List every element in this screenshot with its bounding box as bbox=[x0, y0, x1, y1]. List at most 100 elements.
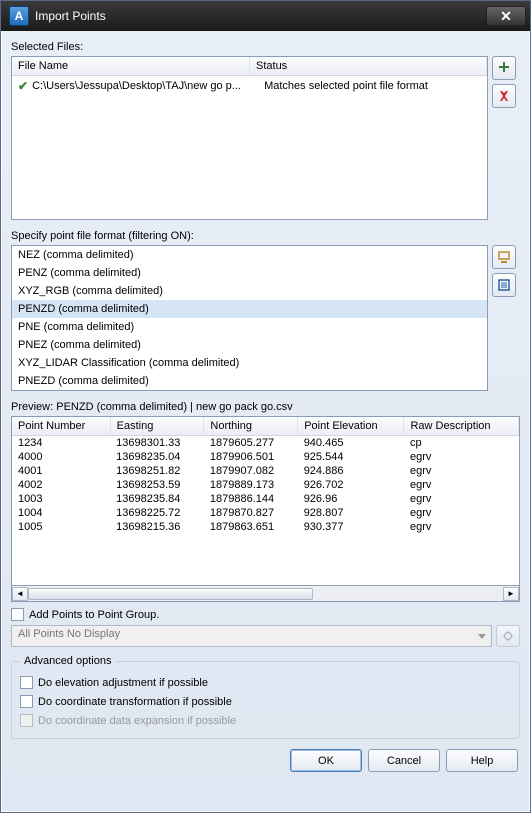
table-cell: 4001 bbox=[12, 464, 110, 478]
format-panel: NEZ (comma delimited)PENZ (comma delimit… bbox=[11, 245, 520, 391]
coord-trans-checkbox[interactable] bbox=[20, 695, 33, 708]
format-item[interactable]: XYZ_LIDAR Classification (comma delimite… bbox=[12, 354, 487, 372]
table-row[interactable]: 400013698235.041879906.501925.544egrv bbox=[12, 450, 519, 464]
close-icon: ✕ bbox=[500, 8, 512, 25]
table-cell: 1879870.827 bbox=[204, 506, 298, 520]
table-cell: 940.465 bbox=[298, 436, 404, 451]
remove-file-button[interactable] bbox=[492, 84, 516, 108]
manage-format-button[interactable] bbox=[492, 245, 516, 269]
preview-col-header[interactable]: Point Number bbox=[12, 417, 110, 436]
coord-exp-row: Do coordinate data expansion if possible bbox=[20, 711, 511, 730]
preview-table-header: Point NumberEastingNorthingPoint Elevati… bbox=[12, 417, 519, 436]
table-row[interactable]: 123413698301.331879605.277940.465cp bbox=[12, 436, 519, 451]
app-icon: A bbox=[9, 6, 29, 26]
format-item[interactable]: PNE (comma delimited) bbox=[12, 318, 487, 336]
elev-adj-checkbox[interactable] bbox=[20, 676, 33, 689]
format-item[interactable]: PENZD (comma delimited) bbox=[12, 300, 487, 318]
preview-col-header[interactable]: Point Elevation bbox=[298, 417, 404, 436]
preview-col-header[interactable]: Northing bbox=[204, 417, 298, 436]
table-cell: 1234 bbox=[12, 436, 110, 451]
table-cell: egrv bbox=[404, 450, 519, 464]
file-name-header[interactable]: File Name bbox=[12, 57, 250, 75]
filter-format-button[interactable] bbox=[492, 273, 516, 297]
table-cell: 13698215.36 bbox=[110, 520, 204, 534]
window-title: Import Points bbox=[35, 9, 486, 23]
format-item[interactable]: PNEZ (comma delimited) bbox=[12, 336, 487, 354]
coord-exp-checkbox bbox=[20, 714, 33, 727]
format-label: Specify point file format (filtering ON)… bbox=[11, 230, 520, 242]
format-list[interactable]: NEZ (comma delimited)PENZ (comma delimit… bbox=[11, 245, 488, 391]
target-icon bbox=[502, 630, 514, 642]
ok-button[interactable]: OK bbox=[290, 749, 362, 772]
file-side-buttons bbox=[492, 56, 520, 220]
table-cell: 13698235.04 bbox=[110, 450, 204, 464]
format-item[interactable]: XYZ_RGB (comma delimited) bbox=[12, 282, 487, 300]
table-cell: 1879605.277 bbox=[204, 436, 298, 451]
title-bar: A Import Points ✕ bbox=[1, 1, 530, 31]
scroll-left-icon[interactable]: ◄ bbox=[12, 587, 28, 601]
status-header[interactable]: Status bbox=[250, 57, 487, 75]
dialog-body: Selected Files: File Name Status ✔ C:\Us… bbox=[1, 31, 530, 812]
table-cell: 4002 bbox=[12, 478, 110, 492]
table-cell: 1879863.651 bbox=[204, 520, 298, 534]
table-cell: 1004 bbox=[12, 506, 110, 520]
selected-files-panel: File Name Status ✔ C:\Users\Jessupa\Desk… bbox=[11, 56, 520, 220]
add-points-label: Add Points to Point Group. bbox=[29, 609, 159, 621]
dialog-buttons: OK Cancel Help bbox=[11, 745, 520, 772]
table-cell: 4000 bbox=[12, 450, 110, 464]
preview-col-header[interactable]: Easting bbox=[110, 417, 204, 436]
advanced-legend: Advanced options bbox=[20, 655, 115, 667]
preview-col-header[interactable]: Raw Description bbox=[404, 417, 519, 436]
preview-table-wrap[interactable]: Point NumberEastingNorthingPoint Elevati… bbox=[11, 416, 520, 586]
add-file-button[interactable] bbox=[492, 56, 516, 80]
add-points-checkbox[interactable] bbox=[11, 608, 24, 621]
format-item[interactable]: NEZ (comma delimited) bbox=[12, 246, 487, 264]
add-points-row[interactable]: Add Points to Point Group. bbox=[11, 608, 520, 621]
table-row[interactable]: 400213698253.591879889.173926.702egrv bbox=[12, 478, 519, 492]
table-cell: 1879906.501 bbox=[204, 450, 298, 464]
scroll-thumb[interactable] bbox=[28, 588, 313, 600]
table-cell: 13698235.84 bbox=[110, 492, 204, 506]
point-group-combo[interactable]: All Points No Display bbox=[11, 625, 492, 647]
list-icon bbox=[497, 278, 511, 292]
file-path: C:\Users\Jessupa\Desktop\TAJ\new go p... bbox=[32, 80, 264, 92]
table-cell: 925.544 bbox=[298, 450, 404, 464]
format-item[interactable]: PNEZD (comma delimited) bbox=[12, 372, 487, 390]
scroll-right-icon[interactable]: ► bbox=[503, 587, 519, 601]
table-row[interactable]: 100513698215.361879863.651930.377egrv bbox=[12, 520, 519, 534]
close-button[interactable]: ✕ bbox=[486, 6, 526, 26]
combo-value: All Points No Display bbox=[18, 628, 120, 640]
table-cell: 1879889.173 bbox=[204, 478, 298, 492]
point-group-pick-button[interactable] bbox=[496, 625, 520, 647]
coord-trans-row[interactable]: Do coordinate transformation if possible bbox=[20, 692, 511, 711]
preview-hscroll[interactable]: ◄ ► bbox=[11, 586, 520, 602]
table-cell: egrv bbox=[404, 520, 519, 534]
table-row[interactable]: 100313698235.841879886.144926.96egrv bbox=[12, 492, 519, 506]
wrench-icon bbox=[497, 250, 511, 264]
x-icon bbox=[497, 89, 511, 103]
table-cell: 1879907.082 bbox=[204, 464, 298, 478]
check-icon: ✔ bbox=[18, 79, 28, 93]
table-cell: 13698251.82 bbox=[110, 464, 204, 478]
elev-adj-row[interactable]: Do elevation adjustment if possible bbox=[20, 673, 511, 692]
table-cell: 13698225.72 bbox=[110, 506, 204, 520]
table-cell: 1003 bbox=[12, 492, 110, 506]
cancel-button[interactable]: Cancel bbox=[368, 749, 440, 772]
file-row[interactable]: ✔ C:\Users\Jessupa\Desktop\TAJ\new go p.… bbox=[12, 76, 487, 96]
help-button[interactable]: Help bbox=[446, 749, 518, 772]
table-row[interactable]: 400113698251.821879907.082924.886egrv bbox=[12, 464, 519, 478]
table-row[interactable]: 100413698225.721879870.827928.807egrv bbox=[12, 506, 519, 520]
preview-table-body: 123413698301.331879605.277940.465cp40001… bbox=[12, 436, 519, 535]
coord-exp-label: Do coordinate data expansion if possible bbox=[38, 715, 236, 727]
dialog-window: A Import Points ✕ Selected Files: File N… bbox=[0, 0, 531, 813]
table-cell: egrv bbox=[404, 478, 519, 492]
plus-icon bbox=[497, 61, 511, 75]
scroll-track[interactable] bbox=[28, 587, 503, 601]
format-item[interactable]: PENZ (comma delimited) bbox=[12, 264, 487, 282]
preview-label: Preview: PENZD (comma delimited) | new g… bbox=[11, 401, 520, 413]
selected-files-label: Selected Files: bbox=[11, 41, 520, 53]
point-group-row: All Points No Display bbox=[11, 625, 520, 647]
file-list[interactable]: File Name Status ✔ C:\Users\Jessupa\Desk… bbox=[11, 56, 488, 220]
coord-trans-label: Do coordinate transformation if possible bbox=[38, 696, 232, 708]
preview-table: Point NumberEastingNorthingPoint Elevati… bbox=[12, 417, 519, 534]
